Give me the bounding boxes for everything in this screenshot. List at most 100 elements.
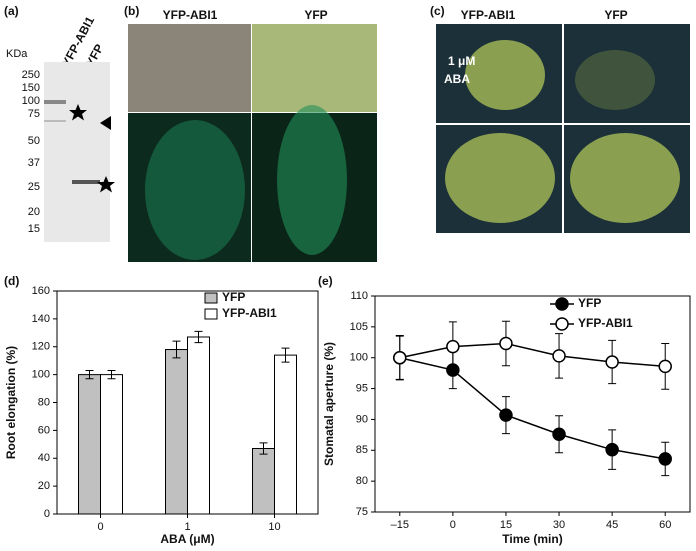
- gel: [44, 62, 110, 242]
- y-tick-label: 100: [32, 369, 50, 381]
- band: [44, 100, 66, 104]
- treatment-label: 1 μM: [448, 54, 475, 68]
- bar: [187, 336, 210, 515]
- y-axis-label: Stomatal aperture (%): [322, 342, 336, 466]
- series-line: [399, 356, 666, 460]
- point: [658, 452, 672, 466]
- y-tick-label: 120: [32, 341, 50, 353]
- point: [393, 350, 407, 365]
- point: [658, 359, 672, 374]
- error-bar: [107, 369, 116, 380]
- y-tick-label: 160: [32, 285, 50, 297]
- treatment-label: ABA: [444, 72, 470, 86]
- bar: [78, 374, 101, 515]
- cells: [145, 120, 245, 260]
- x-tick-label: 10: [268, 521, 280, 533]
- point: [552, 427, 566, 441]
- panel-label: (b): [124, 4, 139, 18]
- legend-label: YFP: [578, 296, 601, 310]
- arrowhead: [100, 116, 111, 130]
- seedlings: [445, 133, 555, 223]
- column-label: YFP: [304, 8, 327, 22]
- x-tick-label: 30: [553, 519, 565, 531]
- bar: [274, 354, 297, 515]
- point: [605, 355, 619, 369]
- band: [72, 180, 100, 184]
- band: [44, 120, 66, 122]
- y-tick-label: 110: [350, 290, 368, 302]
- error-bar: [281, 347, 290, 363]
- photo-plant: [128, 24, 251, 112]
- error-bar: [259, 442, 268, 455]
- legend-label: YFP-ABI1: [578, 316, 633, 330]
- photo-plant: [252, 24, 377, 112]
- legend-swatch: [204, 292, 218, 304]
- error-bar: [85, 369, 94, 380]
- y-tick-label: 80: [38, 396, 50, 408]
- legend-label: YFP-ABI1: [222, 306, 277, 320]
- series-line: [399, 342, 666, 368]
- x-tick-label: 45: [606, 519, 618, 531]
- seedlings: [465, 40, 545, 110]
- y-tick-label: 60: [38, 424, 50, 436]
- cells: [277, 105, 347, 255]
- seedlings: [570, 133, 680, 223]
- marker-label: 20: [28, 206, 40, 218]
- panel-label: (a): [4, 4, 19, 18]
- marker-label: 75: [28, 108, 40, 120]
- bar: [165, 349, 188, 515]
- panel-label: (c): [430, 4, 445, 18]
- marker-label: 15: [28, 223, 40, 235]
- column-label: YFP: [604, 8, 627, 22]
- unit-label: KDa: [6, 48, 28, 60]
- x-tick-label: 60: [659, 519, 671, 531]
- point: [446, 363, 460, 377]
- y-axis-label: Root elongation (%): [4, 346, 18, 459]
- y-tick-label: 95: [356, 382, 368, 394]
- marker-label: 37: [28, 157, 40, 169]
- point: [552, 349, 566, 363]
- marker-label: 50: [28, 135, 40, 147]
- y-tick-label: 40: [38, 452, 50, 464]
- legend-label: YFP: [222, 290, 245, 304]
- seedlings: [575, 50, 655, 110]
- panel-label: (e): [318, 274, 333, 288]
- marker-label: 25: [28, 181, 40, 193]
- y-tick-label: 105: [350, 321, 368, 333]
- star: [69, 104, 87, 121]
- marker-label: 150: [22, 82, 40, 94]
- x-tick-label: 1: [184, 521, 190, 533]
- legend-marker: [555, 297, 569, 311]
- error-bar: [172, 340, 181, 359]
- error-bar: [194, 330, 203, 344]
- point: [605, 442, 619, 457]
- panel-label: (d): [4, 274, 19, 288]
- legend-marker: [555, 317, 569, 331]
- y-tick-label: 0: [44, 508, 50, 520]
- x-tick-label: 0: [97, 521, 103, 533]
- point: [446, 339, 460, 354]
- plot-frame: [374, 295, 691, 513]
- y-tick-label: 100: [350, 352, 368, 364]
- y-tick-label: 85: [356, 444, 368, 456]
- star: [97, 176, 115, 193]
- point: [499, 408, 513, 422]
- marker-label: 250: [22, 69, 40, 81]
- x-tick-label: 15: [500, 519, 512, 531]
- x-axis-label: ABA (μM): [160, 532, 214, 546]
- marker-label: 100: [22, 95, 40, 107]
- y-tick-label: 140: [32, 313, 50, 325]
- y-tick-label: 20: [38, 480, 50, 492]
- bar: [252, 447, 275, 515]
- y-tick-label: 90: [356, 413, 368, 425]
- point: [499, 336, 513, 351]
- y-tick-label: 75: [356, 506, 368, 518]
- bar: [100, 374, 123, 515]
- x-tick-label: –15: [391, 519, 409, 531]
- legend-swatch: [204, 308, 218, 320]
- x-axis-label: Time (min): [502, 532, 562, 546]
- x-tick-label: 0: [450, 519, 456, 531]
- y-tick-label: 80: [356, 475, 368, 487]
